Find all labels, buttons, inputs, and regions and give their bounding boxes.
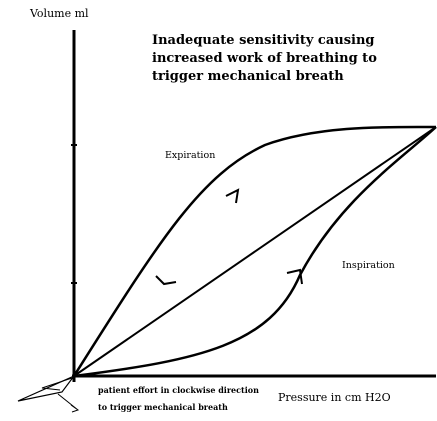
x-axis-label: Pressure in cm H2O <box>278 391 391 404</box>
arrow-marker-upper <box>225 188 240 204</box>
expiration-label: Expiration <box>165 150 215 161</box>
y-axis-label: Volume ml <box>29 7 89 20</box>
diagram-title-line: Inadequate sensitivity causing <box>152 33 375 48</box>
arrow-marker-middle <box>155 275 177 286</box>
patient-effort-arrow <box>57 393 80 413</box>
diagram-title-line: trigger mechanical breath <box>152 69 344 84</box>
patient-effort-annotation: patient effort in clockwise direction to… <box>98 385 262 412</box>
expiration-curve <box>72 125 437 377</box>
patient-effort-annotation-line: to trigger mechanical breath <box>98 402 228 412</box>
compliance-line <box>73 126 437 377</box>
patient-effort-annotation-line: patient effort in clockwise direction <box>98 385 259 395</box>
diagram-title-line: increased work of breathing to <box>152 51 377 66</box>
arrow-marker-inspiration <box>286 268 303 285</box>
diagram-title: Inadequate sensitivity causing increased… <box>152 33 381 84</box>
inspiration-label: Inspiration <box>342 260 395 271</box>
patient-effort-loop-inner <box>41 377 73 391</box>
